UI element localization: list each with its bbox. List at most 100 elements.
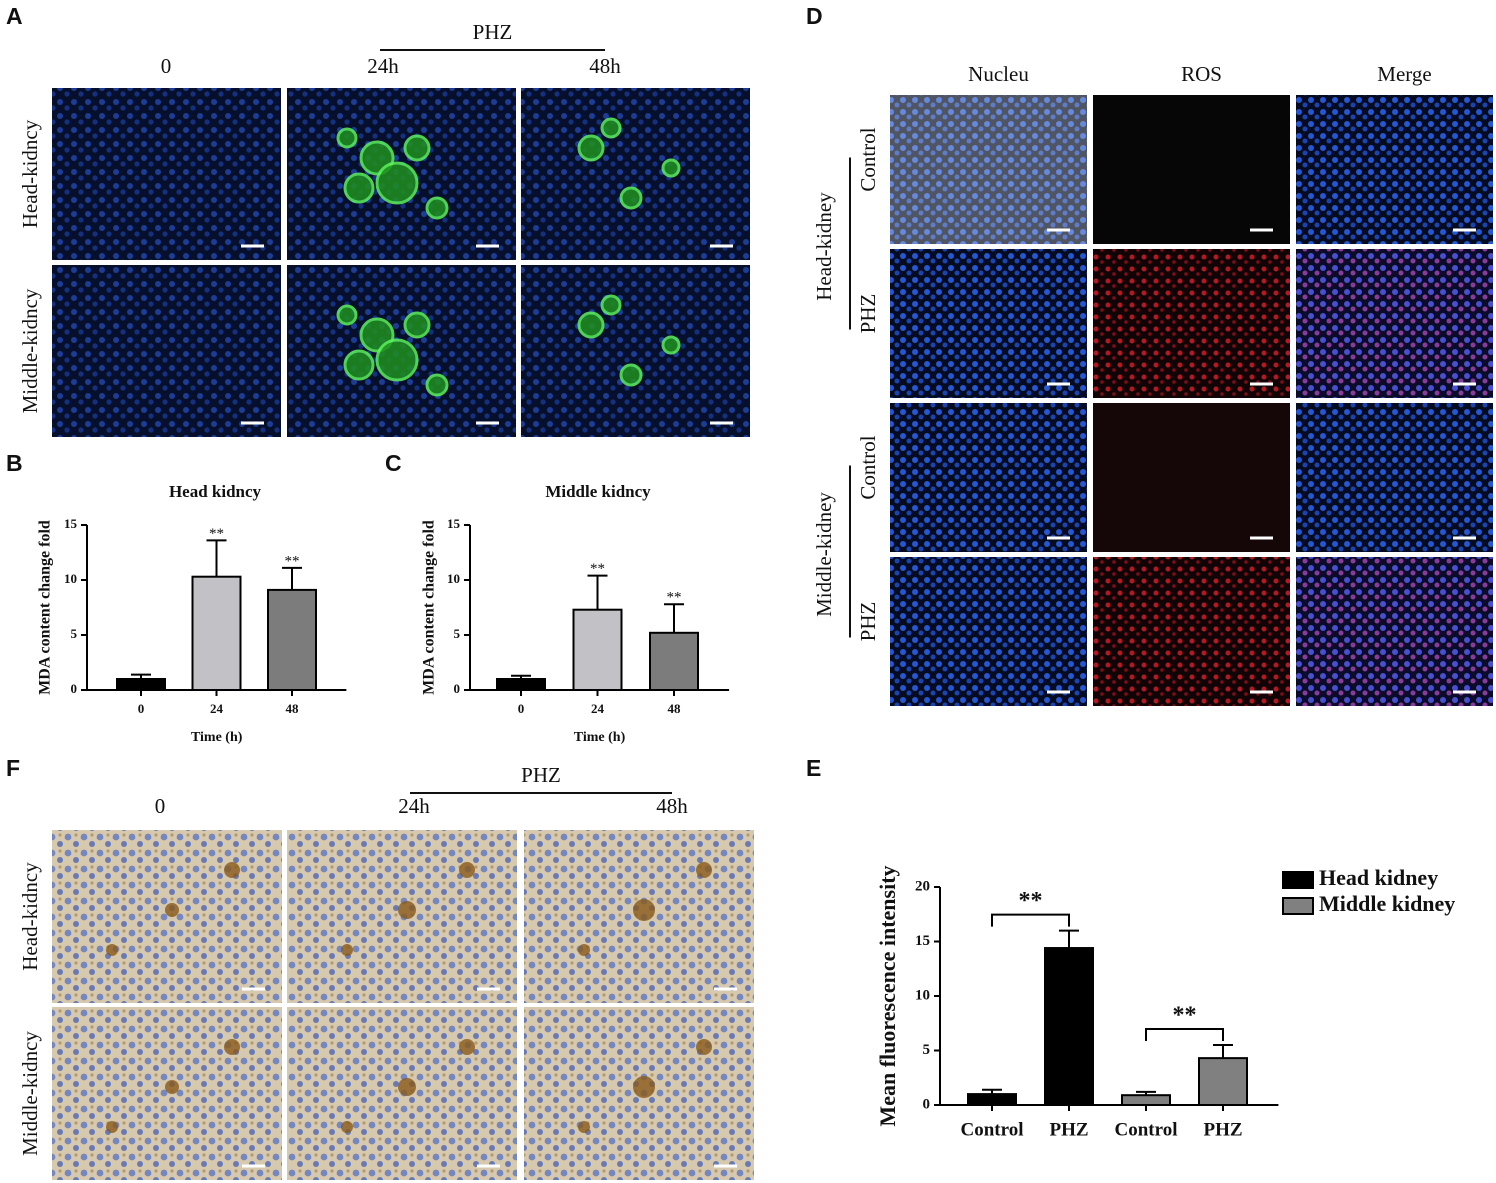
x-tick-label: PHZ [1049,1119,1088,1140]
bar [1121,1094,1171,1106]
group-label: PHZ [473,20,513,44]
stain [459,862,475,878]
x-axis-label: Time (h) [574,730,626,745]
chart-title: Head kidncy [169,482,262,501]
y-axis-label: MDA content change fold [421,520,438,695]
x-tick-label: 0 [138,701,145,716]
column-label: 48h [656,794,688,818]
fluorescence [661,335,681,355]
fluorescence [403,134,431,162]
panel-letter: B [6,450,23,476]
stain [398,1078,416,1096]
x-tick-label: 0 [518,701,525,716]
annotation: ** [590,561,605,577]
error-bar [206,539,227,577]
micrograph [890,249,1087,398]
fluorescence [600,294,622,316]
bar [496,678,546,691]
micrograph [1296,557,1493,706]
y-tick-label: 15 [447,516,461,531]
y-tick-label: 10 [447,571,460,586]
x-tick-label: 48 [668,701,682,716]
group-label: PHZ [521,763,561,787]
legend-label: Middle kidney [1319,891,1455,916]
row-label: PHZ [856,294,880,334]
micrograph [890,95,1087,244]
stain [106,944,118,956]
stain [341,1121,353,1133]
fluorescence [343,349,375,381]
fluorescence [600,117,622,139]
micrograph [1093,249,1290,398]
fluorescence [661,158,681,178]
y-axis-label: MDA content change fold [37,520,54,695]
panel-letter: E [806,755,821,781]
fluorescence [425,373,449,397]
bar [191,575,242,692]
micrograph [890,557,1087,706]
error-bar [131,673,151,679]
column-label: Merge [1377,62,1431,86]
y-tick-label: 10 [915,987,930,1003]
y-tick-label: 15 [915,933,930,949]
bar [572,608,623,692]
bar [1044,947,1094,1106]
bar [1198,1057,1248,1107]
stain [224,862,240,878]
fluorescence [403,311,431,339]
stain [633,899,655,921]
legend-swatch [1282,897,1314,915]
stain [165,1080,179,1094]
panel-letter: C [385,450,402,476]
micrograph [52,88,281,260]
row-label: Head-kidncy [18,862,42,971]
stain [578,944,590,956]
fluorescence [343,172,375,204]
chart-title: Middle kidncy [545,482,651,501]
row-label: Control [856,435,880,499]
y-tick-label: 5 [71,626,78,641]
error-bar [1136,1090,1156,1096]
fluorescence [619,363,643,387]
annotation: ** [1173,1003,1197,1029]
micrograph [1093,557,1290,706]
x-tick-label: Control [1115,1119,1178,1140]
bar [649,631,699,691]
row-label: PHZ [856,602,880,642]
y-tick-label: 0 [71,681,78,696]
stain [398,901,416,919]
y-tick-label: 0 [923,1096,931,1112]
column-label: ROS [1181,62,1222,86]
column-label: Nucleu [968,62,1029,86]
error-bar [511,674,531,679]
micrograph [52,1007,282,1180]
column-label: 0 [155,794,166,818]
stain [696,862,712,878]
panel-letter: F [6,755,20,781]
micrograph [890,403,1087,552]
error-bar [282,566,302,590]
panel-letter: A [6,3,23,29]
x-tick-label: Control [961,1119,1024,1140]
x-tick-label: 48 [286,701,300,716]
bar [267,588,317,692]
column-label: 48h [589,54,621,78]
x-tick-label: 24 [210,701,224,716]
micrograph [521,88,750,260]
x-tick-label: 24 [591,701,605,716]
stain [341,944,353,956]
stain [696,1039,712,1055]
error-bar [982,1088,1002,1095]
group-label: Middle-kidney [812,492,836,617]
y-tick-label: 15 [64,516,78,531]
micrograph [1296,95,1493,244]
bracket [1145,1028,1224,1042]
bar [116,678,166,691]
annotation: ** [209,526,224,542]
panel-letter: D [806,3,823,29]
bracket [991,913,1070,927]
error-bar [664,603,684,633]
stain [165,903,179,917]
fluorescence [577,134,605,162]
annotation: ** [1019,888,1043,914]
